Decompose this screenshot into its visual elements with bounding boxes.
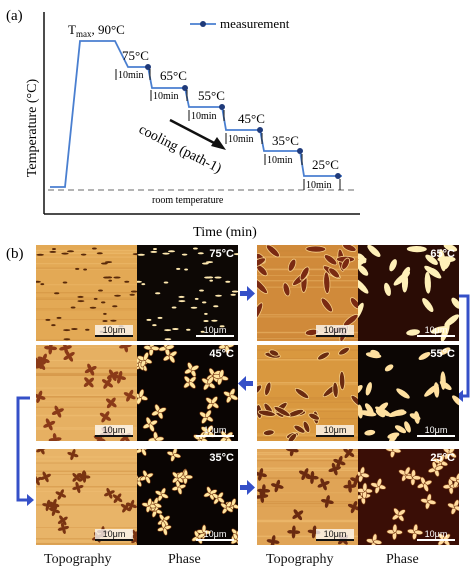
measurement-point — [219, 104, 225, 110]
arrow-35-to-25-shaft — [240, 485, 248, 490]
scale-bar-label: 10μm — [95, 325, 133, 335]
temperature-badge: 65°C — [430, 248, 455, 260]
scale-bar-label: 10μm — [203, 425, 227, 435]
hold-label: 10min — [228, 134, 254, 145]
arrow-75-to-65-head — [247, 286, 255, 301]
scale-bar: 10μm — [316, 425, 354, 437]
x-axis-label: Time (min) — [193, 225, 257, 240]
phase-image: 35°C 10μm — [137, 449, 238, 545]
topography-image: 10μm — [36, 449, 137, 545]
hold-label: 10min — [306, 180, 332, 191]
step-label-35: 35°C — [272, 133, 299, 148]
caption-phase-right: Phase — [386, 552, 419, 567]
scale-bar: 10μm — [95, 425, 133, 437]
temperature-badge: 25°C — [430, 452, 455, 464]
panel-a-label: (a) — [6, 8, 23, 24]
scale-bar: 10μm — [95, 325, 133, 337]
topography-image: 10μm — [257, 449, 358, 545]
temperature-badge: 55°C — [430, 348, 455, 360]
scale-bar-label: 10μm — [316, 425, 354, 435]
scale-bar: 10μm — [196, 529, 234, 541]
temperature-badge: 75°C — [209, 248, 234, 260]
scale-bar-label: 10μm — [316, 529, 354, 539]
measurement-point — [257, 127, 263, 133]
temperature-badge: 45°C — [209, 348, 234, 360]
scale-bar: 10μm — [196, 325, 234, 337]
step-label-75: 75°C — [122, 48, 149, 63]
scale-bar: 10μm — [417, 325, 455, 337]
measurement-point — [182, 85, 188, 91]
hold-label: 10min — [118, 70, 144, 81]
scale-bar-label: 10μm — [424, 425, 448, 435]
arrow-65-to-55-head — [456, 390, 463, 402]
scale-bar-label: 10μm — [203, 325, 227, 335]
scale-bar: 10μm — [316, 325, 354, 337]
legend-label: measurement — [220, 16, 290, 31]
phase-image: 25°C 10μm — [358, 449, 459, 545]
scale-bar-label: 10μm — [316, 325, 354, 335]
arrow-75-to-65-shaft — [240, 291, 248, 296]
hold-markers: 10min 10min 10min 10min 10min 10min — [115, 69, 341, 191]
arrow-55-to-45-shaft — [245, 381, 253, 386]
tmax-label: Tmax, 90°C — [68, 22, 125, 39]
scale-bar: 10μm — [417, 529, 455, 541]
phase-image: 45°C 10μm — [137, 345, 238, 441]
measurement-point — [335, 173, 341, 179]
caption-topography-right: Topography — [266, 552, 334, 567]
scale-bar: 10μm — [316, 529, 354, 541]
room-temperature-label: room temperature — [152, 195, 224, 206]
caption-topography-left: Topography — [44, 552, 112, 567]
temperature-badge: 35°C — [209, 452, 234, 464]
scale-bar: 10μm — [196, 425, 234, 437]
scale-bar-label: 10μm — [95, 425, 133, 435]
sequence-arrows — [16, 286, 470, 506]
arrow-65-to-55 — [458, 294, 470, 398]
phase-image: 55°C 10μm — [358, 345, 459, 441]
scale-bar: 10μm — [417, 425, 455, 437]
step-label-65: 65°C — [160, 68, 187, 83]
temperature-profile-diagram: (a) Temperature (°C) Time (min) room tem… — [6, 8, 360, 240]
legend-marker — [200, 21, 206, 27]
caption-phase-left: Phase — [168, 552, 201, 567]
measurement-point — [145, 64, 151, 70]
scale-bar: 10μm — [95, 529, 133, 541]
arrow-35-to-25-head — [247, 480, 255, 495]
scale-bar-label: 10μm — [95, 529, 133, 539]
phase-image: 75°C 10μm — [137, 245, 238, 341]
panel-b-label: (b) — [6, 246, 24, 262]
step-label-45: 45°C — [238, 111, 265, 126]
phase-image: 65°C 10μm — [358, 245, 459, 341]
cooling-arrow — [169, 118, 219, 147]
topography-image: 10μm — [36, 345, 137, 441]
hold-label: 10min — [191, 111, 217, 122]
y-axis-label: Temperature (°C) — [25, 79, 40, 178]
hold-label: 10min — [267, 155, 293, 166]
step-label-25: 25°C — [312, 157, 339, 172]
measurement-point — [297, 148, 303, 154]
cooling-arrow-head — [211, 137, 226, 150]
arrow-45-to-35 — [16, 396, 30, 502]
hold-label: 10min — [153, 91, 179, 102]
topography-image: 10μm — [257, 345, 358, 441]
scale-bar-label: 10μm — [424, 529, 448, 539]
arrow-45-to-35-head — [27, 494, 34, 506]
arrow-55-to-45-head — [238, 376, 246, 391]
measurement-markers — [145, 64, 341, 179]
step-label-55: 55°C — [198, 88, 225, 103]
topography-image: 10μm — [36, 245, 137, 341]
topography-image: 10μm — [257, 245, 358, 341]
scale-bar-label: 10μm — [203, 529, 227, 539]
scale-bar-label: 10μm — [424, 325, 448, 335]
